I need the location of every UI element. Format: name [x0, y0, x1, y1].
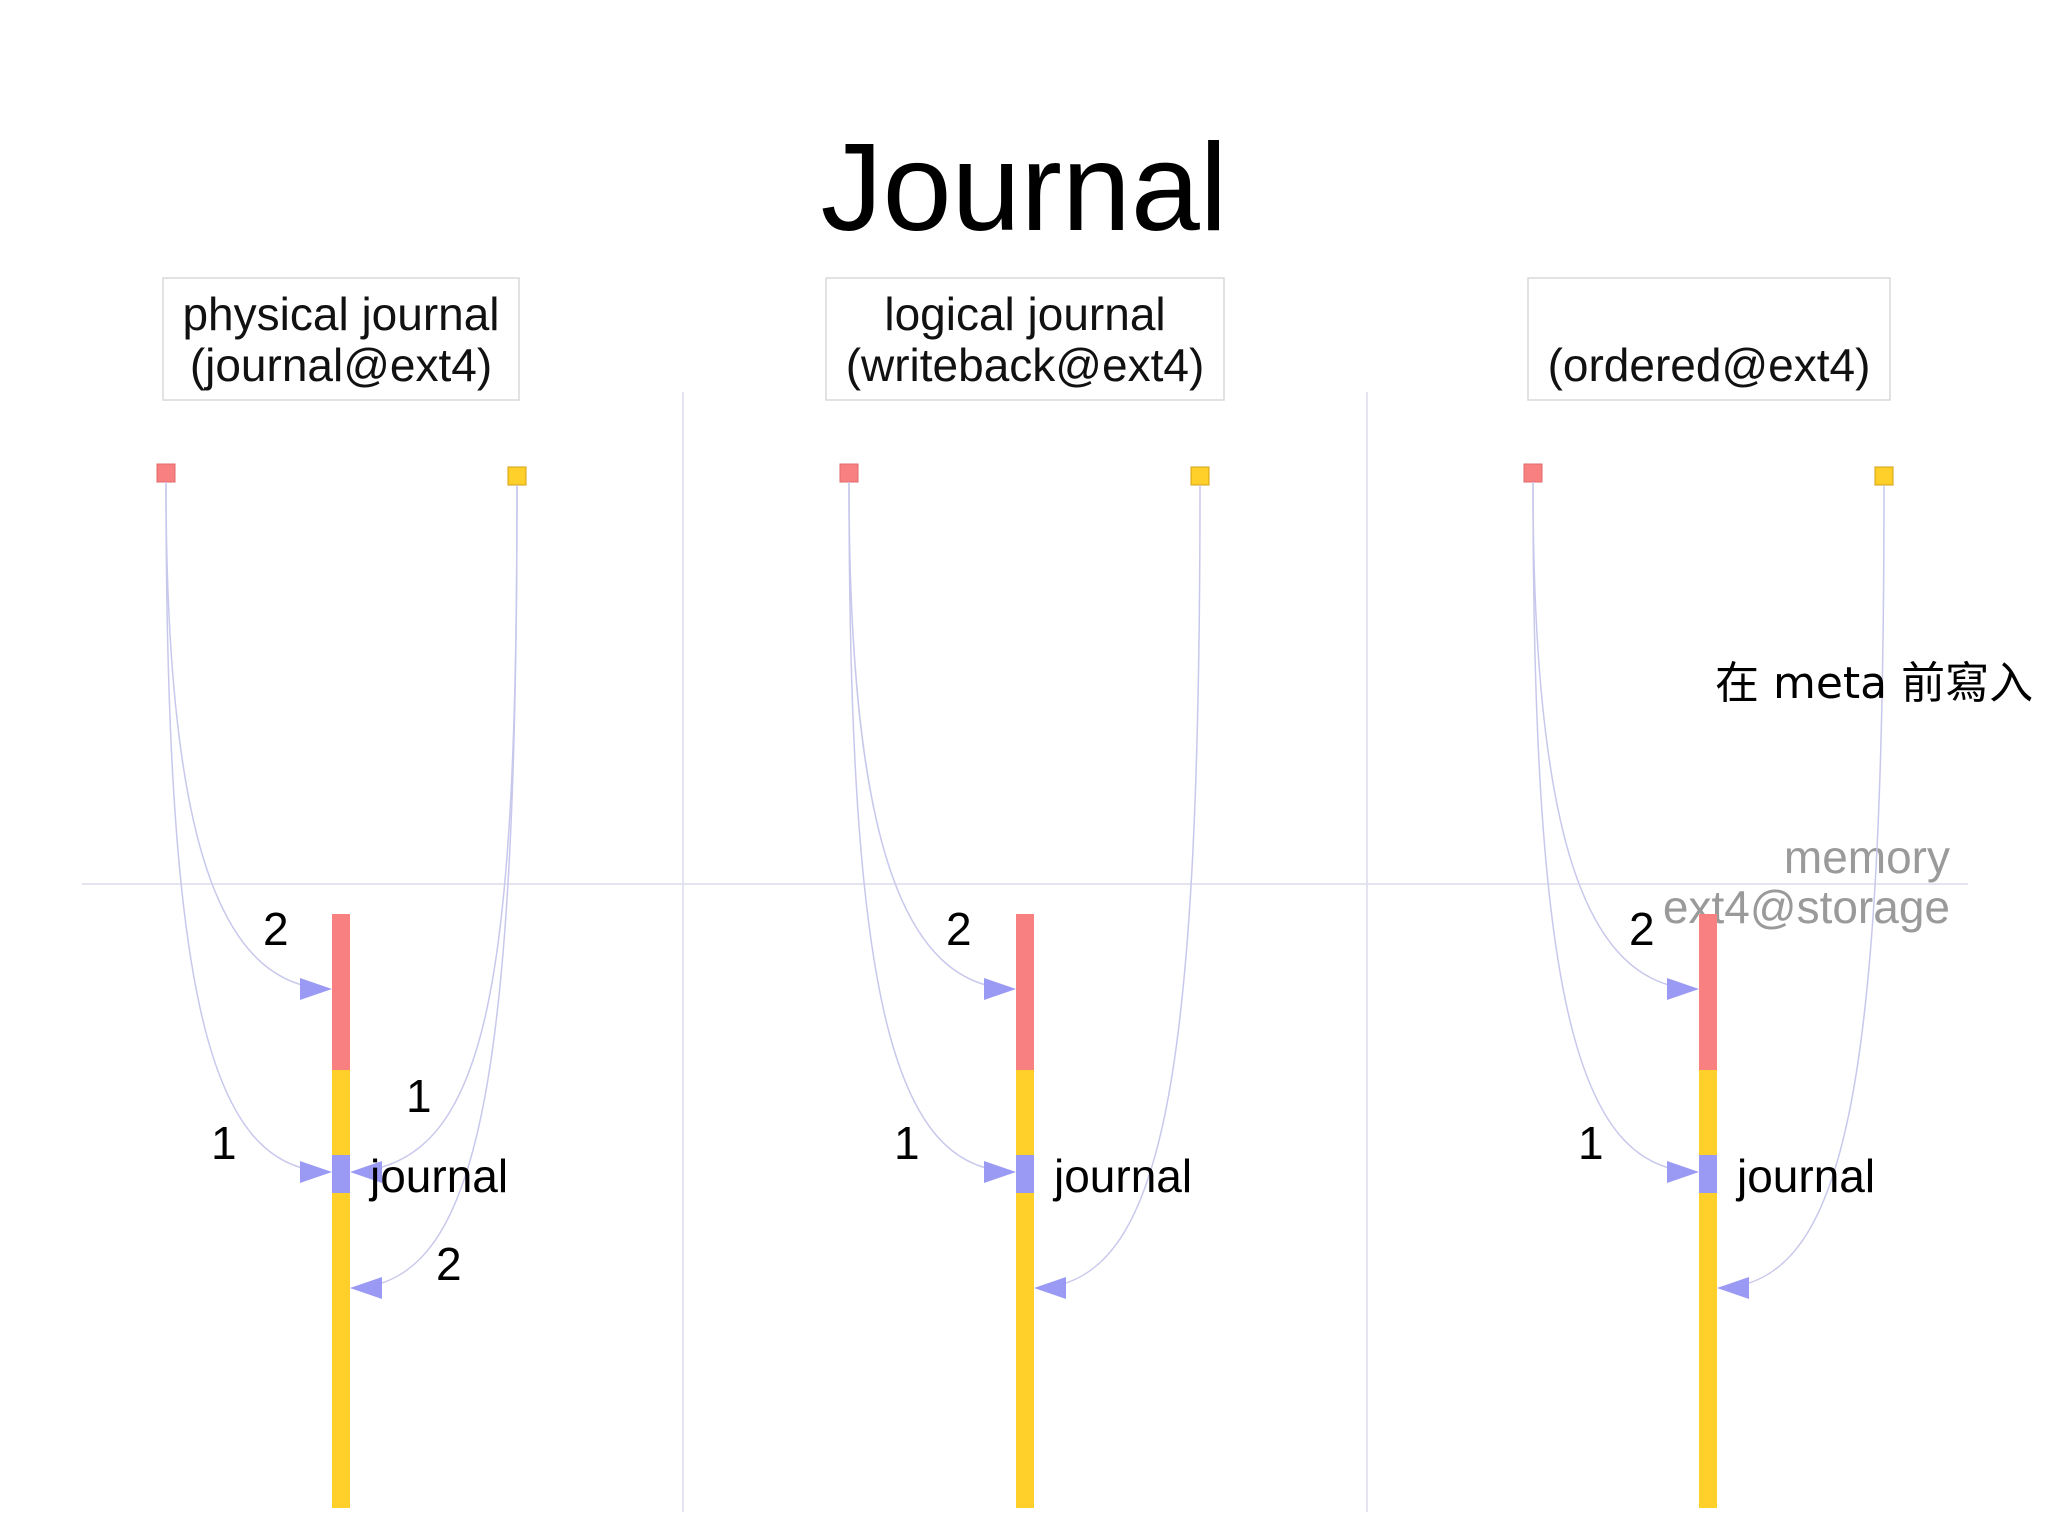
data-block-memory: [1874, 466, 1894, 486]
step-label: 1: [406, 1070, 432, 1122]
arrowhead-meta: [984, 978, 1016, 1000]
column-physical: physical journal (journal@ext4) 2 1 1 2 …: [156, 277, 527, 1508]
header-box-physical: [162, 277, 520, 401]
curve-meta-to-meta: [165, 481, 329, 990]
header-box-ordered: [1527, 277, 1891, 401]
storage-journal-segment: [1016, 1155, 1034, 1193]
arrowhead-journal: [984, 1161, 1016, 1183]
curve-meta-to-journal: [848, 481, 1013, 1173]
curve-meta-to-meta: [1532, 481, 1696, 990]
arrowhead-meta: [300, 978, 332, 1000]
curve-data-to-journal: [355, 484, 518, 1173]
arrowhead-data: [350, 1277, 382, 1299]
storage-meta-segment: [332, 914, 350, 1070]
page-title: Journal: [821, 119, 1228, 257]
step-label: 2: [436, 1238, 462, 1290]
curve-meta-to-journal: [165, 481, 329, 1173]
curve-meta-to-meta: [848, 481, 1013, 990]
journal-label: journal: [368, 1150, 508, 1202]
header-line-2: (ordered@ext4): [1548, 339, 1871, 391]
storage-meta-segment: [1016, 914, 1034, 1070]
column-ordered: (ordered@ext4) 2 1 journal 在 meta 前寫入: [1523, 277, 2033, 1508]
meta-block-memory: [839, 463, 859, 483]
curve-data-to-data: [355, 484, 518, 1289]
arrowhead-journal-left: [300, 1161, 332, 1183]
arrowhead-journal-right: [350, 1161, 382, 1183]
step-label: 1: [1578, 1117, 1604, 1169]
step-label: 2: [263, 903, 289, 955]
header-line-2: (journal@ext4): [190, 339, 492, 391]
curve-data-to-data: [1722, 484, 1885, 1289]
meta-block-memory: [1523, 463, 1543, 483]
header-line-2: (writeback@ext4): [846, 339, 1205, 391]
ordered-note: 在 meta 前寫入: [1715, 658, 2033, 709]
column-logical: logical journal (writeback@ext4) 2 1 jou…: [825, 277, 1225, 1508]
storage-journal-segment: [1699, 1155, 1717, 1193]
step-label: 1: [894, 1117, 920, 1169]
curve-data-to-data: [1039, 484, 1201, 1289]
storage-meta-segment: [1699, 914, 1717, 1070]
step-label: 1: [211, 1117, 237, 1169]
step-label: 2: [946, 903, 972, 955]
memory-label: memory: [1784, 831, 1950, 883]
header-box-logical: [825, 277, 1225, 401]
journal-label: journal: [1735, 1150, 1875, 1202]
header-line-1: logical journal: [884, 288, 1165, 340]
data-block-memory: [507, 466, 527, 486]
meta-block-memory: [156, 463, 176, 483]
data-block-memory: [1190, 466, 1210, 486]
storage-journal-segment: [332, 1155, 350, 1193]
curve-meta-to-journal: [1532, 481, 1696, 1173]
journal-label: journal: [1052, 1150, 1192, 1202]
arrowhead-meta: [1667, 978, 1699, 1000]
arrowhead-data: [1717, 1277, 1749, 1299]
step-label: 2: [1629, 903, 1655, 955]
arrowhead-data: [1034, 1277, 1066, 1299]
header-line-1: physical journal: [182, 288, 499, 340]
arrowhead-journal: [1667, 1161, 1699, 1183]
